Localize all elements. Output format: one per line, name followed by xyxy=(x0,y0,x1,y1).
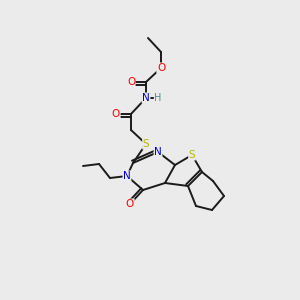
Text: N: N xyxy=(123,171,131,181)
Text: N: N xyxy=(142,93,150,103)
Text: O: O xyxy=(126,199,134,209)
Text: N: N xyxy=(154,147,162,157)
Text: H: H xyxy=(154,93,162,103)
Text: O: O xyxy=(157,63,165,73)
Text: S: S xyxy=(143,139,149,149)
Text: S: S xyxy=(189,150,195,160)
Text: O: O xyxy=(112,109,120,119)
Text: O: O xyxy=(127,77,135,87)
